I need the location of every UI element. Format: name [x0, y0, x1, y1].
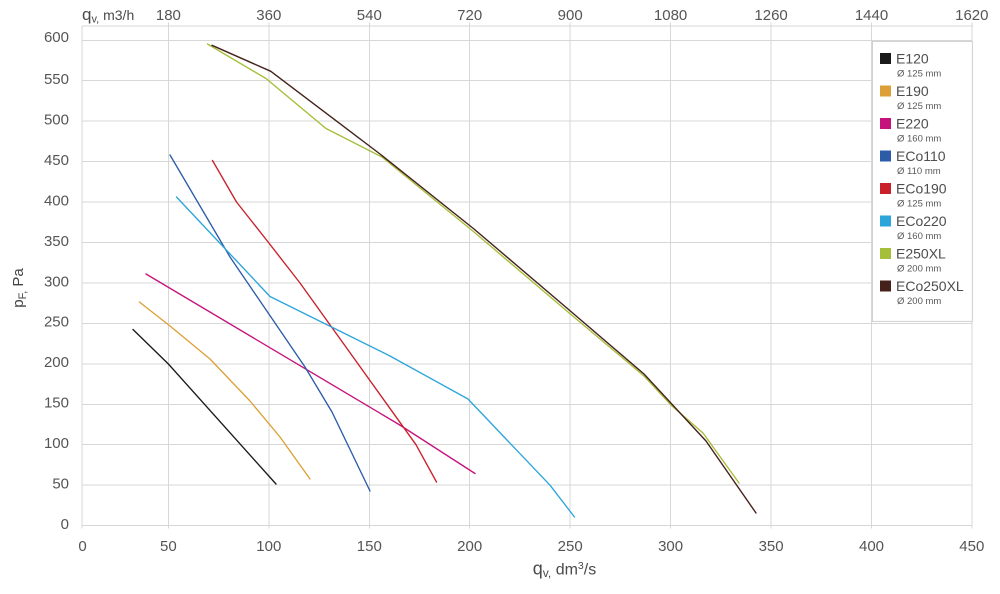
svg-text:E120: E120: [896, 51, 929, 67]
svg-text:300: 300: [44, 273, 69, 290]
svg-text:450: 450: [44, 152, 69, 169]
svg-text:350: 350: [44, 233, 69, 250]
svg-text:ECo110: ECo110: [896, 148, 946, 164]
svg-text:150: 150: [44, 395, 69, 412]
svg-text:E250XL: E250XL: [896, 246, 946, 262]
svg-text:qv, m3/h: qv, m3/h: [82, 5, 134, 26]
svg-text:ECo220: ECo220: [896, 213, 947, 229]
svg-text:1080: 1080: [654, 7, 687, 24]
svg-text:E190: E190: [896, 83, 929, 99]
svg-text:200: 200: [457, 538, 482, 555]
svg-text:Ø 125 mm: Ø 125 mm: [897, 199, 941, 210]
svg-text:0: 0: [61, 516, 69, 533]
svg-text:250: 250: [44, 314, 69, 331]
svg-text:Ø 200 mm: Ø 200 mm: [897, 264, 941, 275]
svg-text:50: 50: [160, 538, 177, 555]
svg-text:250: 250: [558, 538, 583, 555]
svg-text:1620: 1620: [955, 7, 988, 24]
svg-text:100: 100: [44, 435, 69, 452]
svg-text:180: 180: [156, 7, 181, 24]
svg-text:360: 360: [256, 7, 281, 24]
svg-text:350: 350: [759, 538, 784, 555]
svg-text:0: 0: [78, 538, 86, 555]
svg-text:Ø 160 mm: Ø 160 mm: [897, 134, 941, 145]
svg-text:100: 100: [256, 538, 281, 555]
svg-text:400: 400: [44, 192, 69, 209]
svg-text:50: 50: [52, 476, 69, 493]
svg-text:600: 600: [44, 29, 69, 46]
svg-text:400: 400: [859, 538, 884, 555]
svg-text:200: 200: [44, 354, 69, 371]
svg-text:pF, Pa: pF, Pa: [10, 268, 29, 308]
svg-text:540: 540: [357, 7, 382, 24]
svg-text:900: 900: [558, 7, 583, 24]
svg-text:Ø 160 mm: Ø 160 mm: [897, 231, 941, 242]
svg-text:1260: 1260: [754, 7, 787, 24]
svg-text:550: 550: [44, 71, 69, 88]
svg-text:300: 300: [658, 538, 683, 555]
svg-text:150: 150: [357, 538, 382, 555]
svg-text:1440: 1440: [855, 7, 888, 24]
svg-text:ECo190: ECo190: [896, 181, 947, 197]
svg-text:500: 500: [44, 112, 69, 129]
svg-text:E220: E220: [896, 116, 929, 132]
svg-text:Ø 200 mm: Ø 200 mm: [897, 296, 941, 307]
svg-text:Ø 125 mm: Ø 125 mm: [897, 69, 941, 80]
svg-text:Ø 125 mm: Ø 125 mm: [897, 101, 941, 112]
svg-text:450: 450: [959, 538, 984, 555]
svg-text:720: 720: [457, 7, 482, 24]
svg-text:ECo250XL: ECo250XL: [896, 278, 964, 294]
svg-text:qv, dm3/s: qv, dm3/s: [533, 558, 596, 580]
svg-text:Ø 110 mm: Ø 110 mm: [897, 166, 941, 177]
